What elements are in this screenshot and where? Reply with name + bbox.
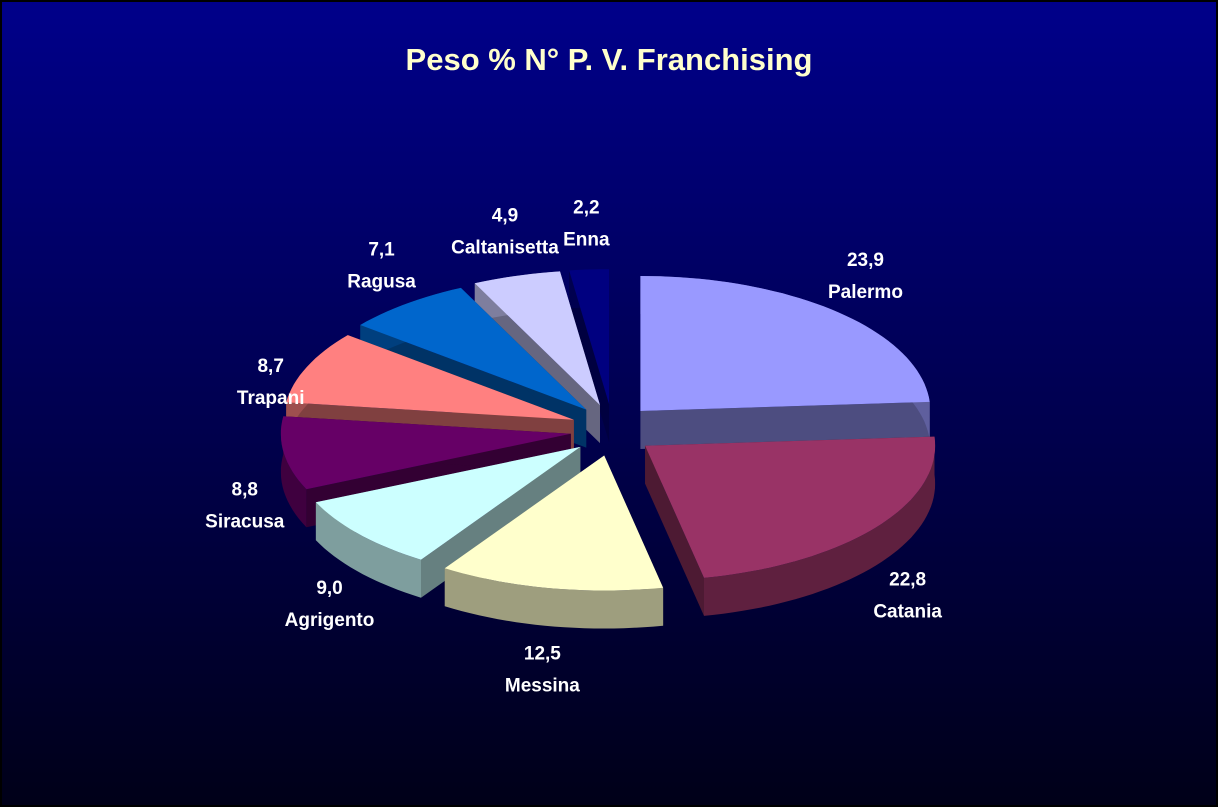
pie-slice <box>569 269 610 443</box>
category-label: Agrigento <box>285 610 375 631</box>
slice-top <box>640 276 930 411</box>
pie-slice <box>444 455 664 629</box>
data-label: 4,9 <box>492 206 518 227</box>
data-label: 8,7 <box>257 356 283 377</box>
data-label: 23,9 <box>847 250 884 271</box>
category-label: Palermo <box>828 282 903 303</box>
slice-top <box>280 416 571 490</box>
slice-top <box>286 335 574 420</box>
category-label: Siracusa <box>205 512 285 533</box>
slice-top <box>360 287 587 410</box>
slice-side <box>569 270 610 443</box>
slice-top <box>315 446 581 560</box>
slice-top <box>645 436 936 578</box>
data-label: 9,0 <box>316 578 342 599</box>
category-label: Ragusa <box>347 272 416 293</box>
slice-top <box>569 269 610 405</box>
data-label: 2,2 <box>573 198 599 219</box>
slice-wall <box>315 502 421 598</box>
slice-top <box>474 271 600 406</box>
category-label: Messina <box>505 675 580 696</box>
pie-slice <box>640 276 930 449</box>
category-label: Trapani <box>237 388 305 409</box>
pie-slice <box>645 436 936 616</box>
data-label: 8,8 <box>232 480 258 501</box>
data-label: 12,5 <box>524 643 561 664</box>
slice-side <box>645 445 704 616</box>
chart-title: Peso % N° P. V. Franchising <box>406 42 813 77</box>
data-label: 22,8 <box>889 569 926 590</box>
slice-top <box>444 455 664 591</box>
category-label: Caltanisetta <box>451 238 559 259</box>
slice-wall <box>280 416 307 528</box>
slice-wall <box>704 436 936 616</box>
slice-wall <box>444 568 664 629</box>
category-label: Catania <box>873 601 942 622</box>
data-label: 7,1 <box>368 240 395 261</box>
slice-side <box>640 401 930 449</box>
pie-slice <box>315 446 581 598</box>
category-label: Enna <box>563 230 610 251</box>
